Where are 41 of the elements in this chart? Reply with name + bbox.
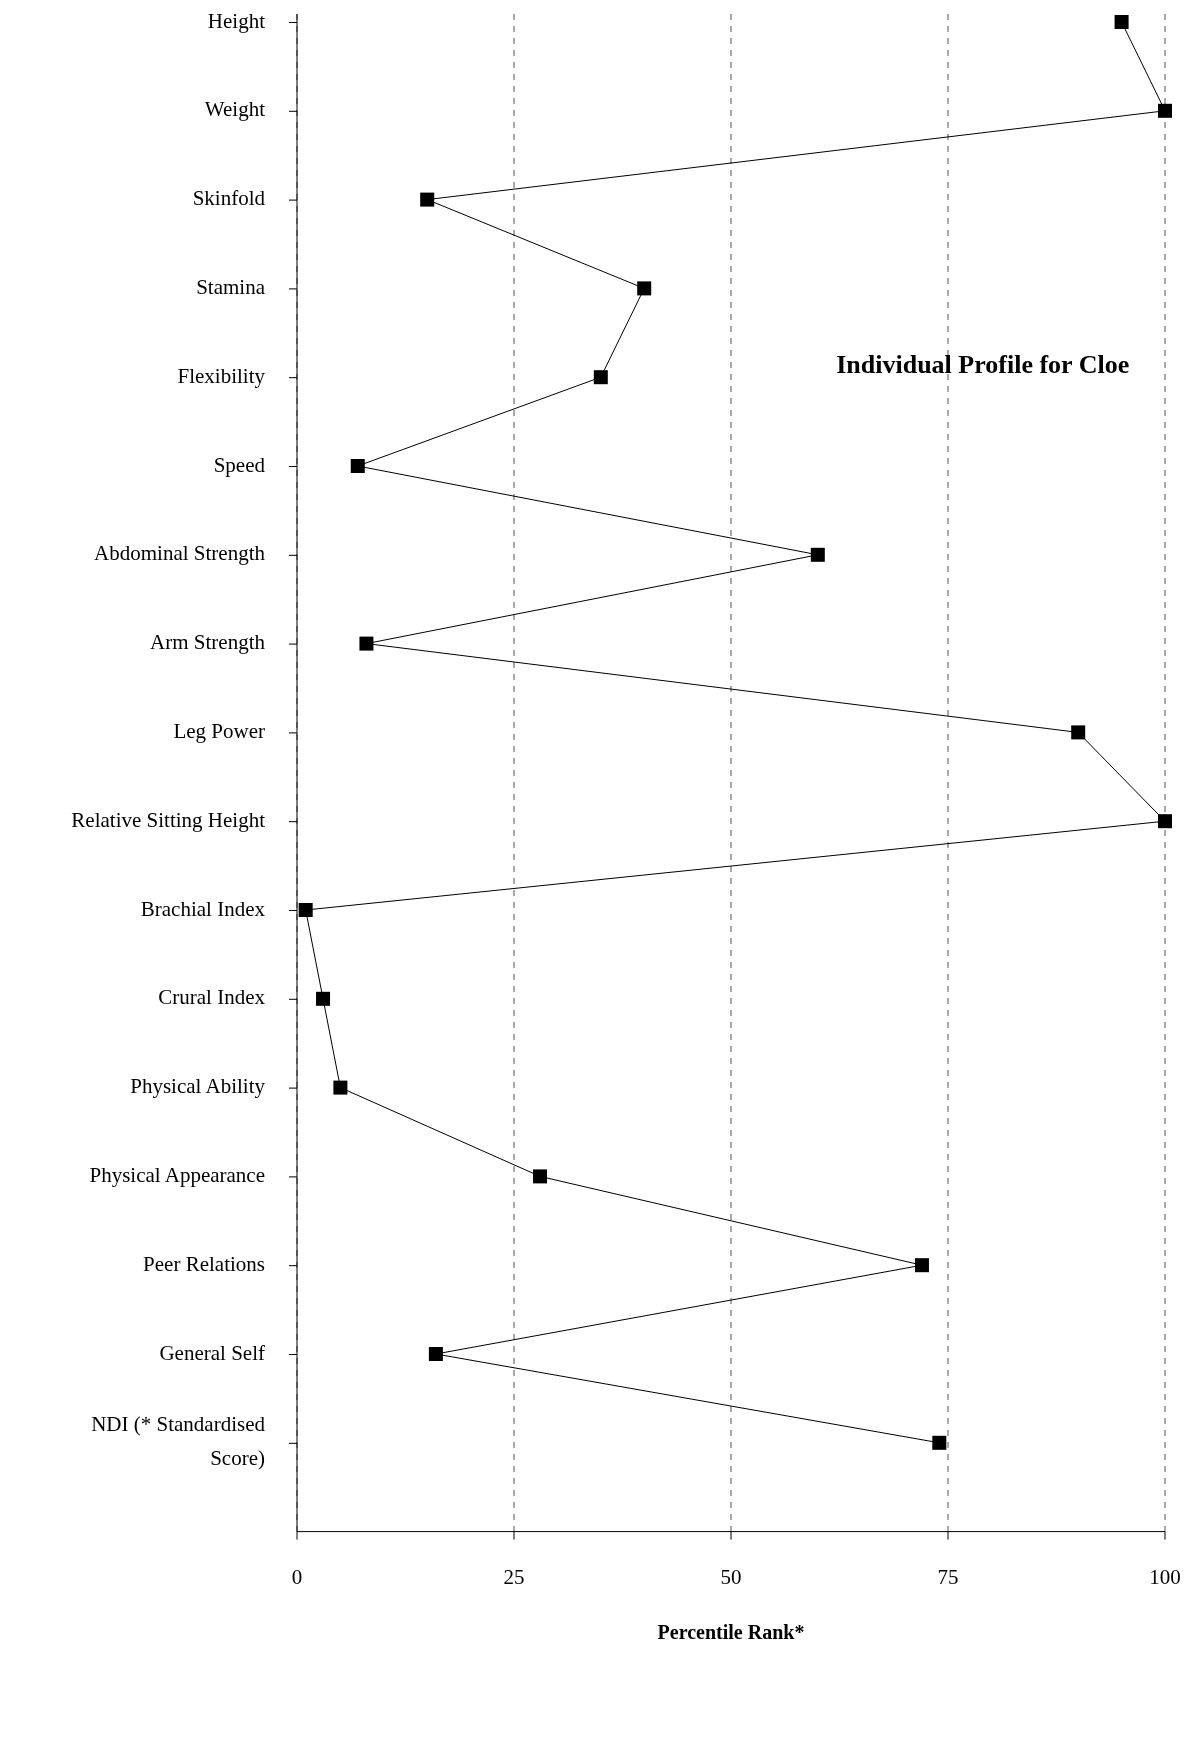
point: [1158, 814, 1172, 829]
point: [1114, 15, 1129, 29]
point: [533, 1169, 548, 1184]
point: [316, 991, 331, 1006]
y-tick-label: Skinfold: [192, 185, 266, 210]
point: [637, 281, 652, 296]
y-tick-label: Height: [207, 8, 266, 33]
point: [914, 1258, 929, 1273]
y-tick-label: Relative Sitting Height: [71, 807, 266, 832]
y-tick-label: Leg Power: [173, 718, 265, 743]
point: [932, 1435, 947, 1450]
y-tick-label: NDI (* Standardised Score): [91, 1412, 266, 1471]
point: [333, 1080, 348, 1095]
x-tick-label: 25: [503, 1564, 525, 1589]
y-tick-label: Flexibility: [177, 363, 266, 388]
point: [350, 459, 365, 473]
point: [420, 192, 435, 207]
point: [593, 370, 608, 385]
x-axis-title: Percentile Rank*: [657, 1620, 805, 1643]
text: Individual Profile for Cloe: [836, 349, 1130, 379]
y-tick-label: General Self: [159, 1340, 265, 1365]
x-tick-label: 50: [720, 1564, 742, 1589]
point: [298, 903, 313, 917]
point: [810, 547, 825, 562]
y-tick-label: Physical Appearance: [89, 1162, 265, 1187]
y-tick-label: Arm Strength: [150, 629, 266, 654]
point: [428, 1347, 443, 1361]
x-tick-label: 100: [1149, 1564, 1181, 1589]
y-tick-label: Abdominal Strength: [94, 541, 266, 566]
x-tick-label: 0: [291, 1564, 303, 1589]
y-tick-label: Physical Ability: [130, 1073, 266, 1098]
y-tick-label: Weight: [204, 97, 266, 122]
x-tick-label: 75: [937, 1564, 959, 1589]
y-tick-label: Peer Relations: [143, 1251, 265, 1276]
y-tick-label: Stamina: [196, 274, 266, 299]
y-tick-label: Crural Index: [158, 985, 266, 1010]
point: [359, 636, 374, 651]
y-tick-label: Speed: [213, 452, 266, 477]
point: [1158, 103, 1172, 118]
point: [1071, 725, 1086, 740]
y-tick-label: Brachial Index: [140, 896, 266, 921]
